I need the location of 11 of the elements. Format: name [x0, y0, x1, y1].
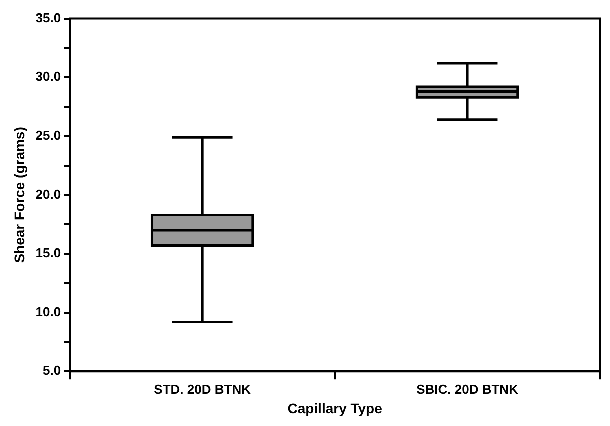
y-tick-label: 30.0 — [36, 69, 62, 84]
x-tick-label: STD. 20D BTNK — [154, 382, 252, 397]
y-tick-label: 15.0 — [36, 246, 62, 261]
y-tick-label: 10.0 — [36, 304, 62, 320]
y-tick-label: 5.0 — [43, 363, 62, 378]
y-axis-title: Shear Force (grams) — [11, 127, 28, 264]
x-tick-label: SBIC. 20D BTNK — [416, 382, 520, 397]
y-tick-label: 35.0 — [36, 10, 62, 26]
y-tick-label: 25.0 — [36, 128, 62, 143]
x-axis-title: Capillary Type — [288, 400, 383, 416]
y-tick-label: 20.0 — [36, 186, 62, 202]
